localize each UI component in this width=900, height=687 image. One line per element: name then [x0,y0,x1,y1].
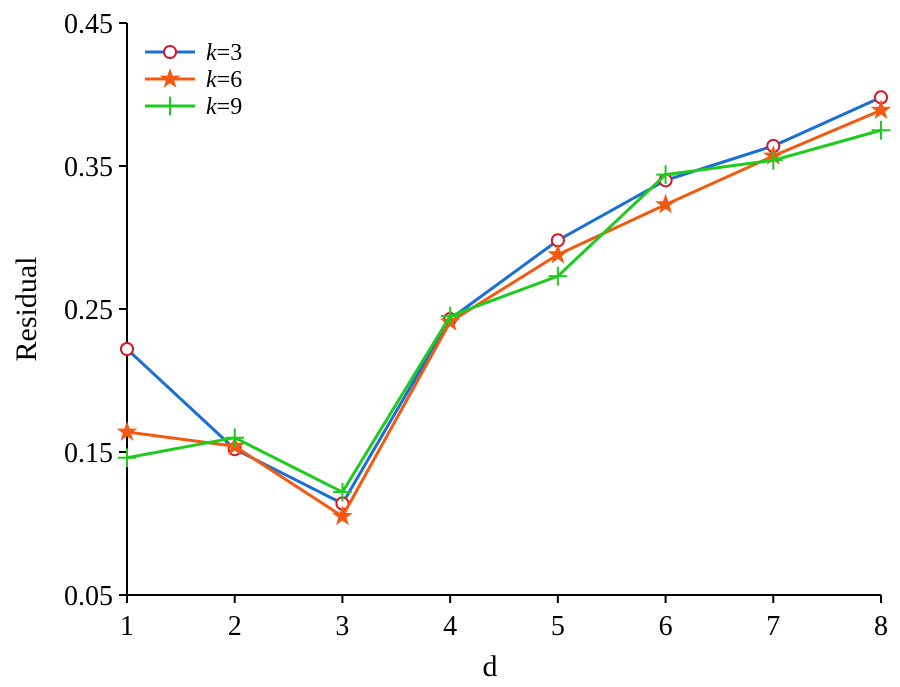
x-tick-label: 6 [659,611,673,642]
data-point [548,266,568,286]
data-point [440,306,460,326]
x-axis-title: d [483,650,498,683]
x-tick-label: 5 [551,611,565,642]
data-point [225,428,245,448]
y-tick-label: 0.35 [64,152,113,183]
y-tick-label: 0.25 [64,295,113,326]
legend-label-val: =6 [217,67,243,93]
series-line [126,128,882,494]
data-point [119,341,135,357]
series-k9 [117,120,891,502]
x-ticks: 1 2 3 4 5 6 7 8 [120,595,888,642]
legend-marker [159,68,181,88]
data-point [871,120,891,140]
x-tick-label: 2 [228,611,242,642]
series-line [126,108,882,518]
x-tick-label: 8 [874,611,888,642]
legend-label-var: k [206,94,217,120]
x-tick-label: 1 [120,611,134,642]
data-point [763,150,783,170]
y-tick-label: 0.05 [64,581,113,612]
data-point [656,165,675,184]
legend-label-var: k [206,40,217,66]
y-tick-label: 0.45 [64,9,113,40]
legend-label: k=3 [206,40,242,66]
data-point [117,448,137,468]
x-tick-label: 4 [443,611,457,642]
x-tick-label: 3 [335,611,349,642]
legend-label: k=6 [206,67,242,93]
x-tick-label: 7 [766,611,780,642]
legend-marker [160,96,180,116]
series-group [116,90,892,526]
legend-item: k=6 [145,67,242,93]
legend-item: k=9 [145,94,242,120]
legend: k=3k=6k=9 [145,40,242,120]
data-point [655,193,676,214]
legend-item: k=3 [145,40,242,66]
y-axis-title: Residual [10,257,43,362]
legend-label: k=9 [206,94,242,120]
legend-label-var: k [206,67,217,93]
legend-label-val: =3 [217,40,243,66]
y-tick-label: 0.15 [64,438,113,469]
legend-label-val: =9 [217,94,243,120]
data-point [333,482,352,502]
data-point [116,421,138,441]
data-point [547,243,569,264]
data-point [332,505,353,526]
data-point [870,99,892,120]
legend-marker [162,44,178,60]
y-ticks: 0.05 0.15 0.25 0.35 0.45 [64,9,127,612]
